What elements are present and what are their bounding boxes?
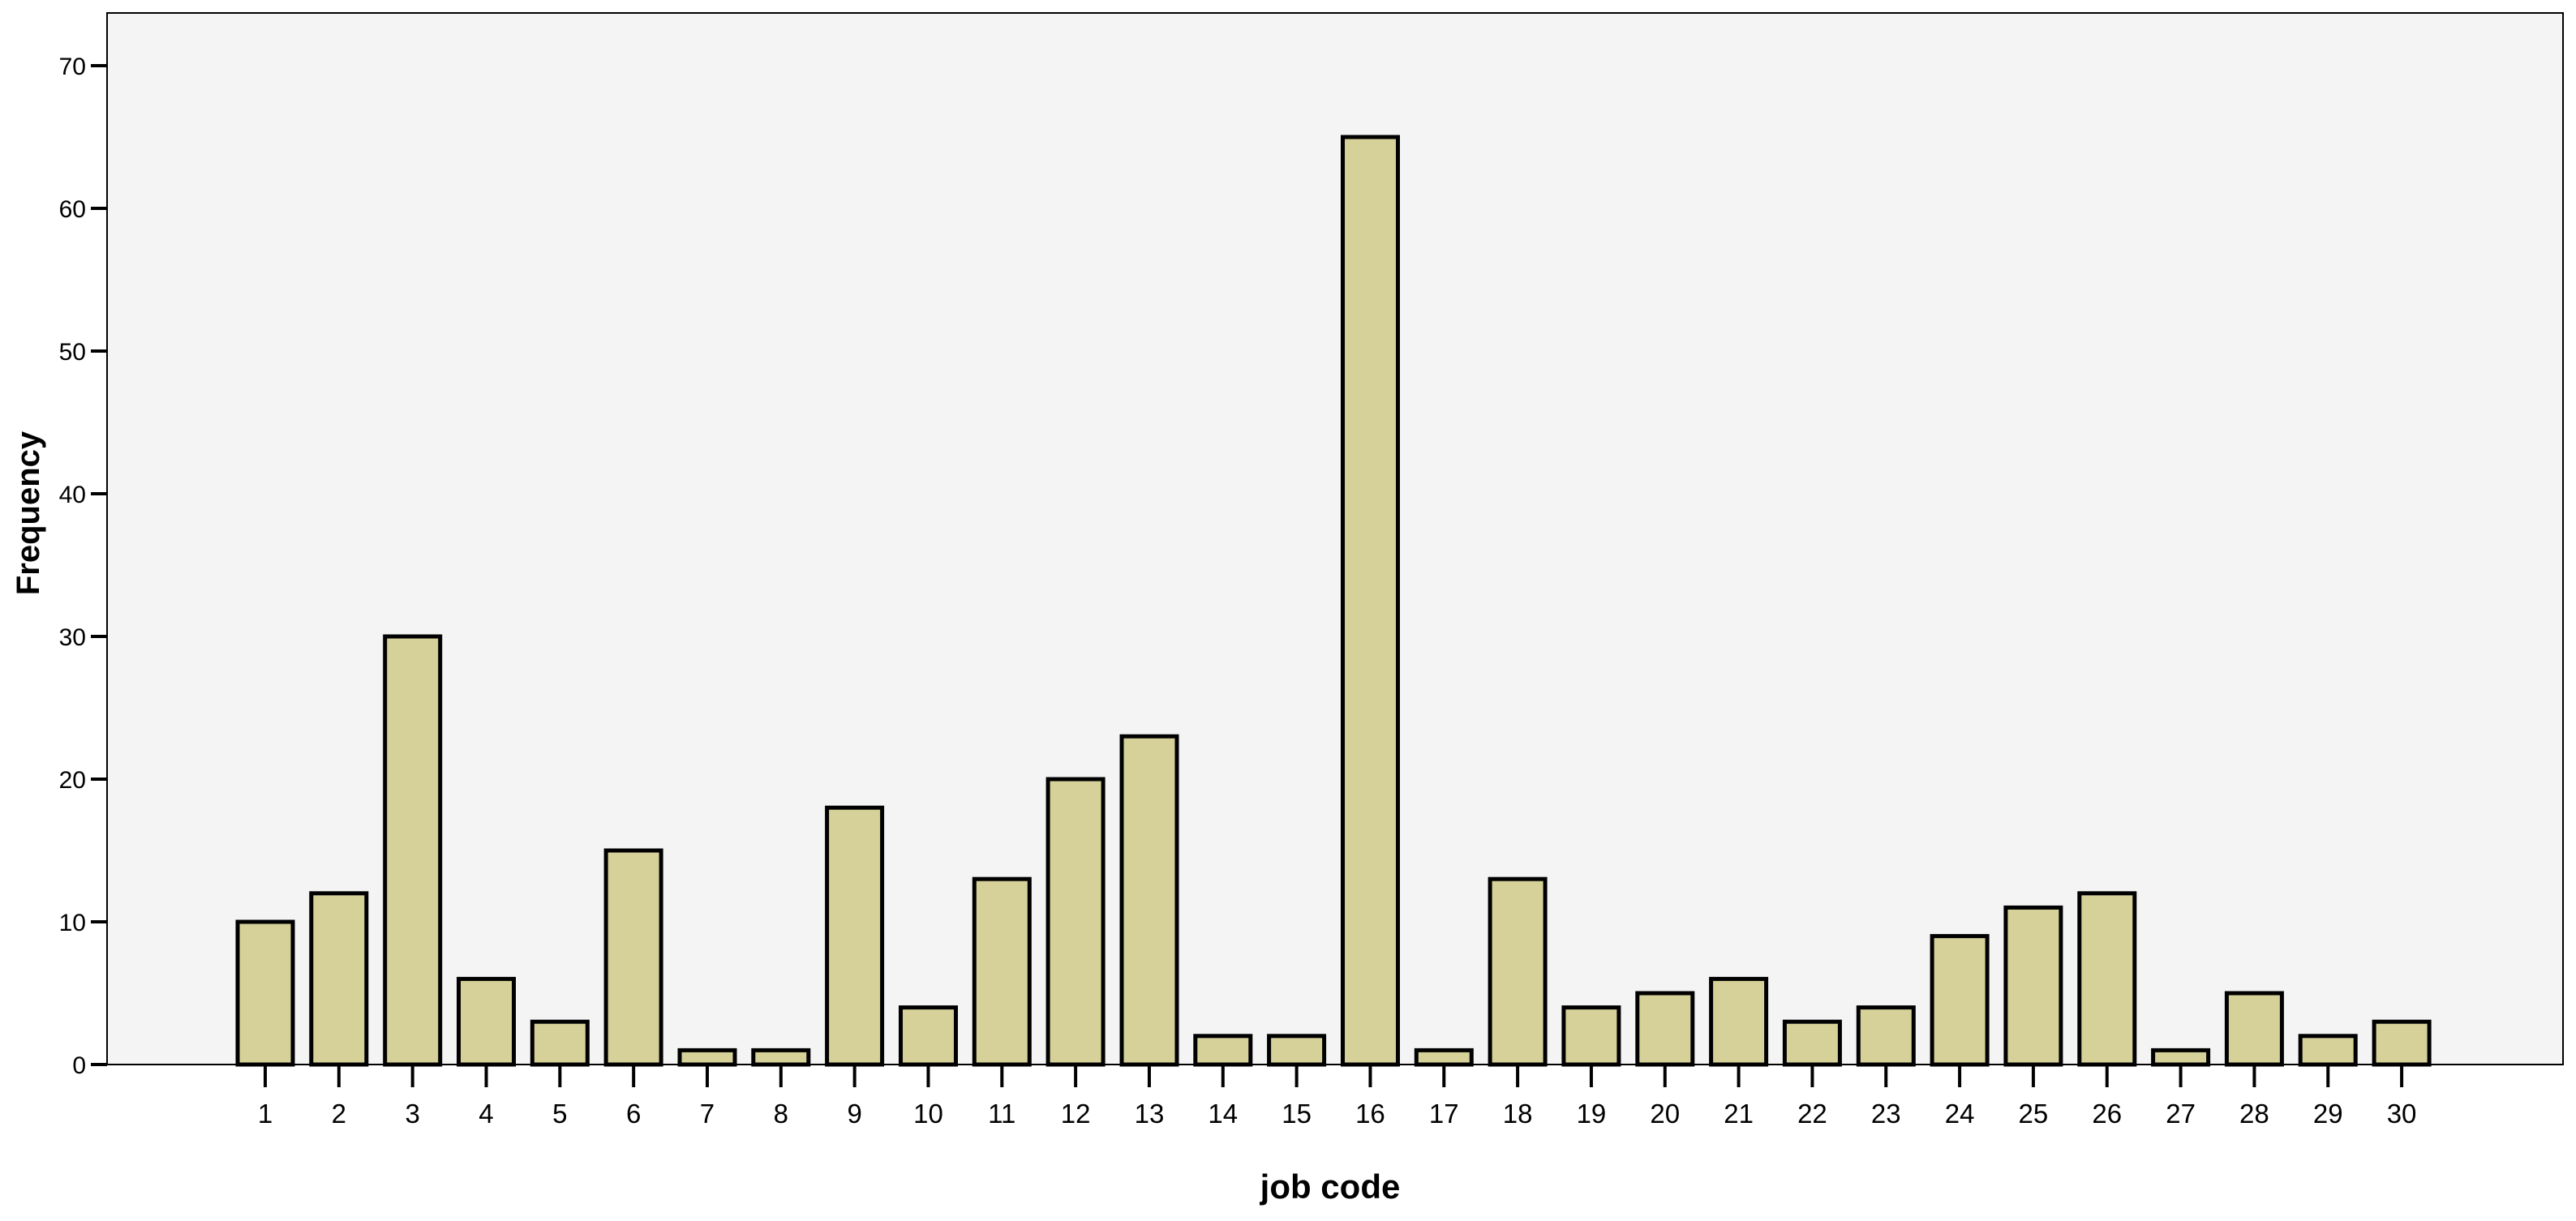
bar-28 [2224,991,2284,1067]
y-tick-label: 70 [59,54,86,80]
bar-18 [1488,876,1548,1067]
x-tick-label: 9 [847,1099,861,1129]
x-tick-label: 30 [2387,1099,2417,1129]
bar-9 [825,805,885,1067]
bar-26 [2077,891,2137,1067]
bar-24 [1930,934,1990,1067]
bar-25 [2003,905,2063,1067]
x-tick-label: 10 [913,1099,943,1129]
bar-12 [1045,777,1106,1067]
bar-30 [2372,1019,2432,1067]
x-tick-label: 2 [332,1099,346,1129]
bar-2 [309,891,369,1067]
x-tick-label: 25 [2019,1099,2049,1129]
x-tick-label: 4 [479,1099,493,1129]
x-tick-label: 23 [1871,1099,1901,1129]
x-tick-label: 11 [988,1099,1015,1129]
bar-17 [1414,1047,1474,1067]
x-axis: 1 2 3 4 5 6 7 8 9 10 11 12 13 14 15 16 17 18 19 20 21 22 23 24 2… [258,1065,2417,1129]
x-tick-label: 28 [2239,1099,2269,1129]
y-axis-label: Frequency [11,431,46,595]
y-tick-label: 0 [72,1052,86,1079]
x-tick-label: 6 [626,1099,641,1129]
y-tick-label: 60 [59,196,86,223]
bar-23 [1856,1005,1916,1067]
bars-group [235,135,2432,1067]
y-tick-label: 50 [59,339,86,366]
x-tick-label: 20 [1650,1099,1680,1129]
x-axis-label: job code [1260,1167,1401,1206]
plot-area [106,12,2564,1065]
bar-14 [1193,1034,1253,1067]
y-tick-label: 10 [59,910,86,936]
x-tick-label: 24 [1945,1099,1975,1129]
x-tick-label: 19 [1577,1099,1607,1129]
x-tick-label: 16 [1355,1099,1385,1129]
bar-3 [383,634,443,1067]
x-tick-label: 21 [1724,1099,1754,1129]
bar-1 [235,919,295,1067]
y-axis: 0 10 20 30 40 50 60 70 [59,54,107,1079]
bar-22 [1782,1019,1842,1067]
bar-27 [2151,1047,2211,1067]
x-tick-label: 26 [2092,1099,2122,1129]
bar-13 [1119,734,1179,1067]
x-tick-label: 22 [1797,1099,1827,1129]
bar-11 [972,876,1032,1067]
y-tick-label: 40 [59,482,86,508]
x-tick-label: 17 [1429,1099,1459,1129]
bar-4 [457,976,516,1067]
bar-19 [1561,1005,1621,1067]
bar-29 [2298,1034,2358,1067]
x-tick-label: 3 [405,1099,419,1129]
x-tick-label: 15 [1282,1099,1312,1129]
x-tick-label: 18 [1503,1099,1533,1129]
bar-16 [1341,135,1400,1067]
y-tick-label: 30 [59,624,86,651]
bar-7 [677,1047,737,1067]
bar-15 [1267,1034,1327,1067]
bar-20 [1635,991,1695,1067]
x-tick-label: 12 [1061,1099,1091,1129]
bar-10 [899,1005,958,1067]
x-tick-label: 13 [1135,1099,1165,1129]
y-tick-label: 20 [59,767,86,794]
x-tick-label: 1 [258,1099,273,1129]
x-tick-label: 5 [552,1099,567,1129]
bar-8 [751,1047,811,1067]
x-tick-label: 7 [700,1099,715,1129]
x-tick-label: 14 [1208,1099,1238,1129]
x-tick-label: 27 [2166,1099,2196,1129]
bar-6 [603,848,663,1067]
bar-5 [530,1019,590,1067]
x-tick-label: 8 [774,1099,788,1129]
x-tick-label: 29 [2313,1099,2343,1129]
bar-21 [1709,976,1769,1067]
